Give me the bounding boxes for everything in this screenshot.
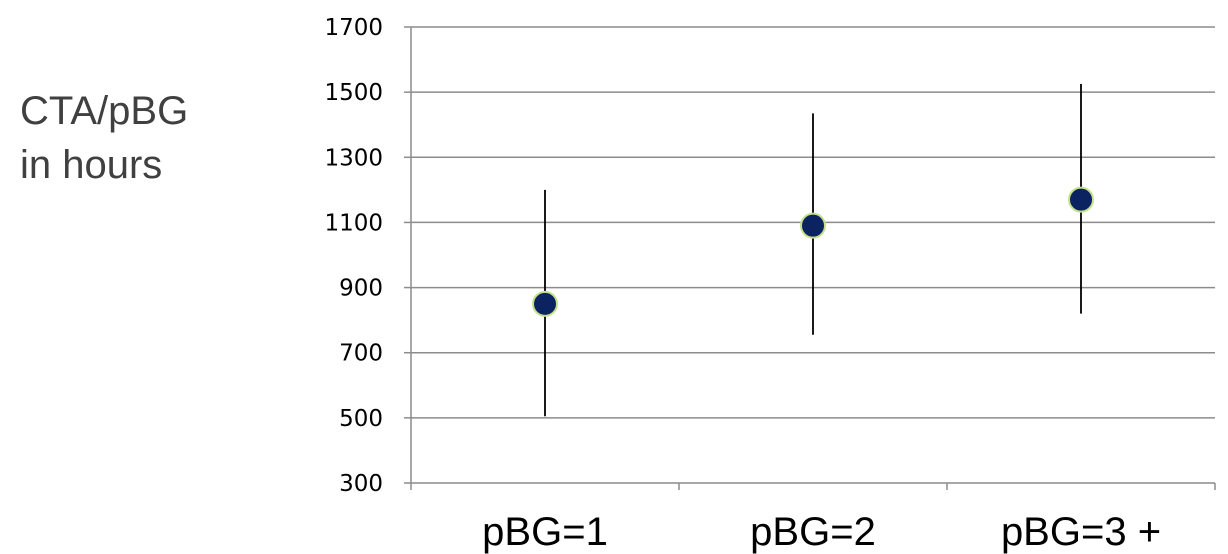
x-tick-label: pBG=1 <box>482 510 608 554</box>
y-tick-label: 500 <box>339 406 383 432</box>
y-tick-label: 1700 <box>324 15 383 41</box>
x-tick-label: pBG=3 + <box>1001 510 1161 554</box>
x-axis-ticks: pBG=1 pBG=2 pBG=3 + <box>410 483 1216 554</box>
data-point <box>1068 186 1094 213</box>
error-bars <box>544 84 1082 417</box>
y-axis-label-line-1: CTA/pBG <box>20 89 188 133</box>
data-points <box>532 186 1094 317</box>
axes <box>410 27 1215 484</box>
y-tick-label: 700 <box>339 341 383 367</box>
data-point <box>532 290 558 317</box>
y-tick-label: 1500 <box>324 80 383 106</box>
y-tick-label: 300 <box>339 471 383 497</box>
y-axis-label: CTA/pBG in hours <box>20 89 188 187</box>
y-tick-label: 1100 <box>324 210 383 236</box>
y-tick-label: 1300 <box>324 145 383 171</box>
data-point <box>800 212 826 239</box>
x-tick-label: pBG=2 <box>750 510 876 554</box>
y-tick-label: 900 <box>339 276 383 302</box>
y-axis-ticks: 300 500 700 900 1100 1300 1500 1700 <box>324 15 411 497</box>
y-axis-label-line-2: in hours <box>20 143 162 187</box>
